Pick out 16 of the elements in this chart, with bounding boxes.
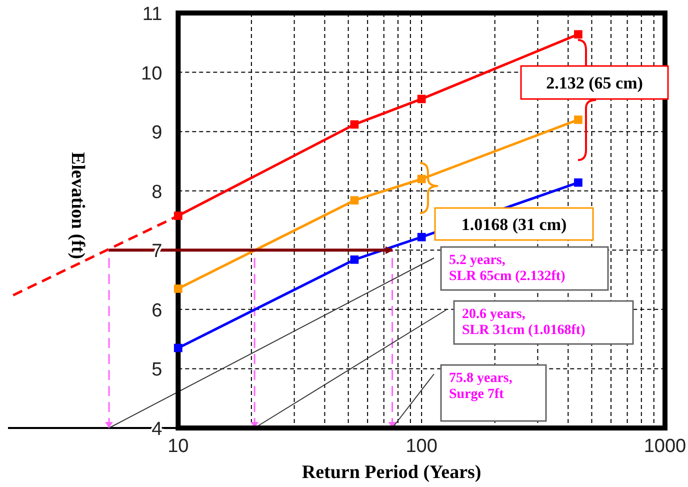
y-tick-label: 10 (141, 63, 162, 84)
annotation: 1.0168 (31 cm) (461, 215, 567, 234)
y-axis-title: Elevation (ft) (67, 152, 88, 260)
x-tick-label: 1000 (644, 436, 686, 457)
annotation: 2.132 (65 cm) (546, 74, 643, 92)
annotation: 5.2 years, SLR 65cm (2.132ft) (449, 253, 566, 284)
y-tick-label: 11 (142, 4, 162, 25)
x-tick-label: 100 (406, 436, 438, 457)
x-tick-label: 10 (168, 436, 189, 457)
y-tick-label: 6 (152, 300, 162, 322)
x-axis-title: Return Period (Years) (302, 462, 482, 483)
annotation: 20.6 years, SLR 31cm (1.0168ft) (462, 307, 586, 338)
y-tick-label: 9 (152, 122, 162, 144)
y-tick-label: 5 (152, 360, 162, 381)
annotation: 75.8 years, Surge 7ft (449, 371, 512, 402)
y-tick-label: 8 (152, 182, 162, 203)
